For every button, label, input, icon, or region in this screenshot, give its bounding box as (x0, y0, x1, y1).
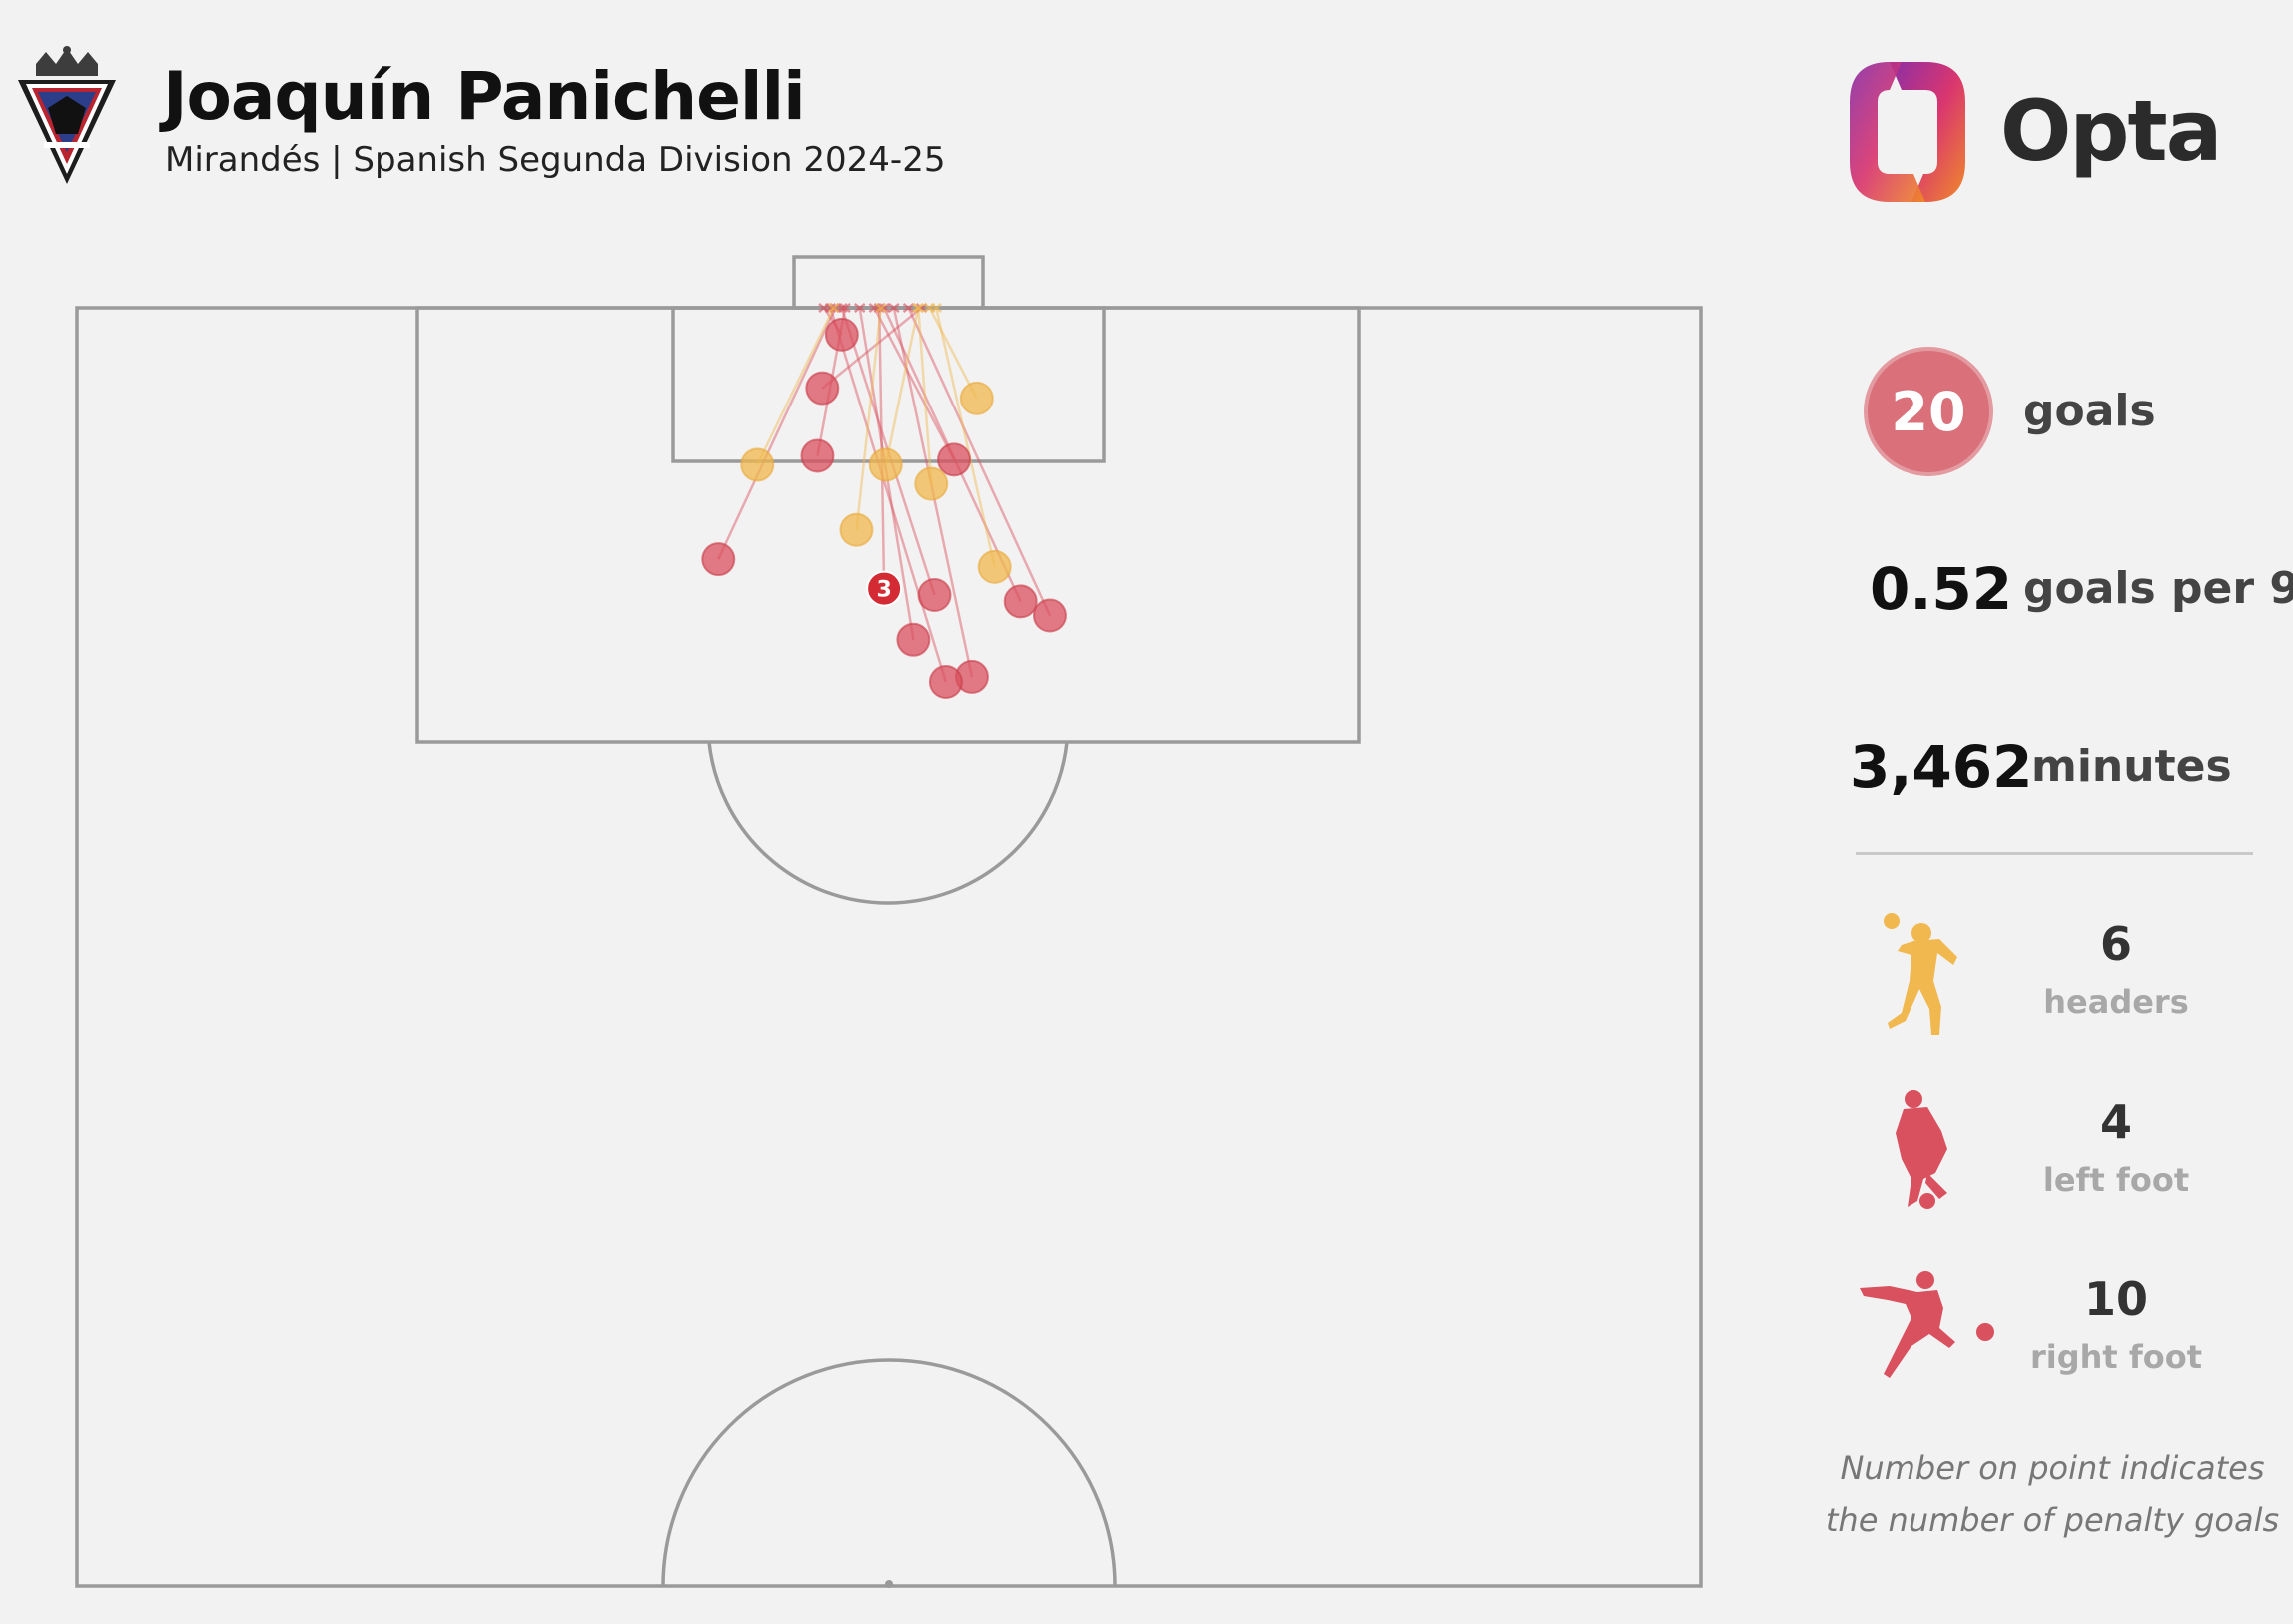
club-crest-logo (18, 46, 116, 184)
shot-end-marker-3 (839, 303, 851, 313)
foot-goal-point-2 (805, 371, 840, 406)
foot-goal-point-4 (937, 442, 972, 477)
header-goal-point-15 (868, 447, 903, 482)
shot-end-marker-18 (930, 303, 942, 313)
header: Joaquín Panichelli Mirandés | Spanish Se… (0, 0, 1198, 200)
penalty-note: Number on point indicates the number of … (1816, 1442, 2289, 1546)
centre-circle (661, 1358, 1117, 1587)
penalty-arc (707, 741, 1069, 905)
shot-end-marker-17 (875, 303, 887, 313)
shot-end-marker-8 (878, 303, 890, 313)
penalty-note-line-1: Number on point indicates (1840, 1449, 2265, 1487)
goal (792, 255, 985, 310)
right-foot-count: 10 (2083, 1272, 2148, 1326)
foot-goal-point-3 (800, 438, 835, 473)
stats-divider (1856, 852, 2253, 855)
pitch-lines (75, 255, 1703, 1588)
shot-trajectories (717, 303, 1052, 683)
foot-goal-point-12 (928, 665, 963, 700)
shot-trajectory-14 (756, 307, 835, 465)
shot-trajectory-4 (873, 307, 956, 460)
penalty-note-line-2: the number of penalty goals (1825, 1501, 2280, 1539)
shot-end-marker-12 (824, 303, 837, 313)
shot-trajectory-6 (877, 307, 886, 589)
minutes-value: 3,462 (1850, 733, 2033, 801)
centre-spot (885, 1580, 893, 1588)
six-yard-box (671, 306, 1106, 463)
left-foot-count: 4 (2099, 1095, 2132, 1149)
header-goal-point-16 (914, 466, 949, 501)
header-goal-point-14 (740, 447, 775, 482)
header-player-icon (1884, 913, 1957, 1035)
team-competition-subtitle: Mirandés | Spanish Segunda Division 2024… (165, 140, 946, 180)
minutes-label: minutes (2031, 741, 2232, 792)
left-foot-label: left foot (2042, 1161, 2190, 1199)
shot-end-marker-16 (912, 303, 925, 313)
foot-goal-point-5 (701, 542, 736, 577)
shot-points: 3 (701, 317, 1067, 700)
shot-trajectory-17 (855, 307, 883, 530)
penalty-goal-point (866, 570, 903, 607)
goals-label: goals (2023, 386, 2156, 436)
penalty-area (415, 306, 1361, 744)
foot-goal-point-10 (896, 622, 931, 657)
shot-end-marker-11 (888, 303, 900, 313)
shot-trajectory-2 (821, 307, 923, 390)
shot-trajectory-9 (907, 307, 1052, 617)
shot-trajectory-15 (884, 307, 920, 465)
right-foot-player-icon (1860, 1271, 1994, 1378)
penalty-goal-count-label: 3 (876, 578, 891, 603)
shot-end-marker-9 (902, 303, 915, 313)
shot-trajectory-13 (928, 307, 978, 400)
player-name-title: Joaquín Panichelli (163, 58, 806, 135)
opta-wordmark: Opta (2000, 82, 2222, 180)
headers-count: 6 (2099, 917, 2132, 971)
goals-per-90-label: goals per 90 (2023, 563, 2293, 614)
shot-end-marker-10 (853, 303, 866, 313)
foot-goal-point-7 (917, 578, 952, 612)
header-goal-point-17 (839, 512, 874, 547)
opta-logo-icon (1850, 62, 1965, 202)
shot-trajectory-16 (917, 307, 933, 484)
header-goal-point-18 (977, 549, 1012, 584)
foot-goal-point-9 (1032, 598, 1067, 633)
shot-trajectory-18 (934, 307, 996, 568)
goals-count-circle: 20 (1864, 347, 1993, 476)
shot-trajectory-12 (829, 307, 948, 683)
shot-map-chart: 3 (75, 255, 1703, 1588)
right-foot-label: right foot (2029, 1338, 2203, 1376)
left-foot-player-icon (1896, 1090, 1947, 1209)
shot-trajectory-5 (717, 307, 837, 560)
goals-per-90-value: 0.52 (1870, 555, 2013, 623)
header-goal-point-13 (959, 381, 994, 415)
foot-goal-point-8 (1003, 584, 1038, 619)
foot-goal-point-1 (824, 317, 859, 352)
headers-label: headers (2043, 983, 2189, 1021)
shot-end-marker-14 (827, 303, 840, 313)
